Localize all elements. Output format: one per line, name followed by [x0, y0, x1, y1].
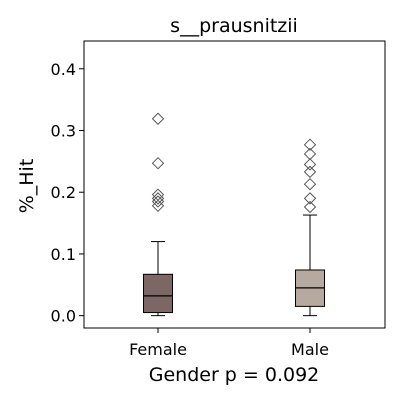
x-axis: Female Male — [129, 328, 329, 359]
x-axis-label: Gender p = 0.092 — [149, 364, 320, 386]
chart-title: s__prausnitzii — [170, 15, 298, 37]
outlier-marker — [303, 192, 317, 205]
outlier-marker — [151, 188, 165, 201]
outlier-marker — [303, 158, 317, 171]
outlier-marker — [303, 138, 317, 151]
outlier-marker — [151, 199, 165, 213]
outlier-marker — [303, 165, 317, 179]
box-series — [143, 112, 325, 317]
x-tick-label: Male — [291, 340, 329, 359]
outlier-marker — [151, 156, 165, 170]
outlier-marker — [303, 200, 317, 214]
y-axis: 0.0 0.1 0.2 0.3 0.4 — [51, 60, 84, 326]
x-tick-label: Female — [129, 340, 187, 359]
box-iqr — [143, 273, 173, 314]
y-tick-label: 0.3 — [51, 121, 76, 140]
outlier-marker — [303, 147, 317, 161]
outlier-marker — [151, 192, 165, 205]
outlier-marker — [151, 195, 165, 208]
plot-area-frame — [83, 40, 386, 329]
y-tick-label: 0.2 — [51, 183, 76, 202]
y-tick-label: 0.4 — [51, 60, 76, 79]
y-tick-label: 0.0 — [51, 307, 76, 326]
outlier-marker — [151, 112, 165, 125]
outlier-marker — [303, 177, 317, 191]
y-axis-label: %_Hit — [16, 159, 38, 214]
y-tick-label: 0.1 — [51, 245, 76, 264]
